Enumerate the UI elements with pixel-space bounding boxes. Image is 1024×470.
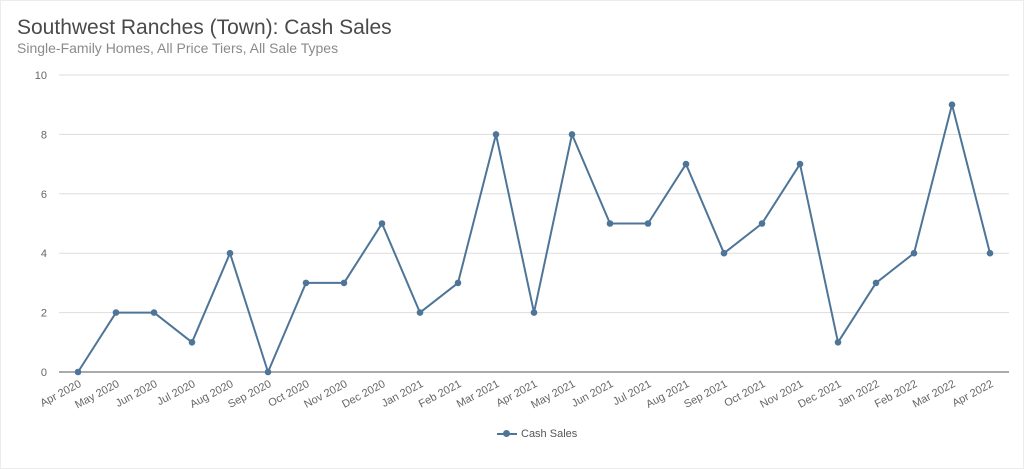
x-tick-label: Jun 2021: [570, 378, 616, 410]
data-point[interactable]: [910, 249, 918, 257]
data-point[interactable]: [340, 279, 348, 287]
data-point[interactable]: [492, 131, 500, 138]
data-points: [74, 101, 994, 376]
y-tick-label: 4: [41, 248, 47, 260]
data-point[interactable]: [378, 220, 386, 227]
data-point[interactable]: [568, 131, 576, 138]
data-point[interactable]: [606, 220, 614, 227]
data-point[interactable]: [758, 220, 766, 227]
x-tick-label: Dec 2020: [340, 378, 387, 411]
legend-label: Cash Sales: [521, 428, 578, 440]
data-point[interactable]: [150, 309, 158, 316]
data-point[interactable]: [74, 368, 82, 376]
data-point[interactable]: [112, 309, 120, 316]
data-point[interactable]: [530, 309, 538, 316]
data-point[interactable]: [796, 160, 804, 168]
x-tick-label: Feb 2021: [417, 378, 464, 410]
data-point[interactable]: [644, 220, 652, 227]
chart-title: Southwest Ranches (Town): Cash Sales: [17, 16, 392, 39]
data-point[interactable]: [986, 249, 994, 257]
gridlines: [59, 74, 1009, 314]
y-tick-label: 6: [41, 189, 47, 201]
data-point[interactable]: [834, 339, 842, 346]
data-point[interactable]: [872, 279, 880, 287]
x-tick-label: Mar 2021: [455, 378, 502, 410]
chart-subtitle: Single-Family Homes, All Price Tiers, Al…: [17, 40, 339, 56]
data-point[interactable]: [682, 160, 690, 168]
x-tick-label: Feb 2022: [873, 378, 920, 410]
data-point[interactable]: [264, 368, 272, 376]
y-tick-label: 0: [41, 367, 47, 379]
legend-line-marker-icon: [497, 427, 517, 441]
legend[interactable]: Cash Sales: [497, 427, 577, 441]
data-point[interactable]: [302, 279, 310, 287]
y-tick-label: 8: [41, 129, 47, 141]
data-point[interactable]: [454, 279, 462, 287]
x-tick-label: Apr 2022: [950, 378, 995, 410]
data-point[interactable]: [720, 249, 728, 257]
x-tick-label: Jun 2020: [114, 378, 160, 410]
y-axis-ticks: 0 2 4 6 8 10: [35, 70, 47, 379]
x-tick-label: Sep 2020: [226, 378, 273, 411]
x-tick-label: Dec 2021: [796, 378, 843, 411]
data-point[interactable]: [416, 309, 424, 316]
x-tick-label: Sep 2021: [682, 378, 729, 411]
data-point[interactable]: [948, 101, 956, 108]
y-tick-label: 10: [35, 70, 47, 82]
cash-sales-line: [77, 103, 991, 373]
data-point[interactable]: [188, 339, 196, 346]
y-tick-label: 2: [41, 308, 47, 320]
x-tick-label: Mar 2022: [911, 378, 958, 410]
data-point[interactable]: [226, 249, 234, 257]
